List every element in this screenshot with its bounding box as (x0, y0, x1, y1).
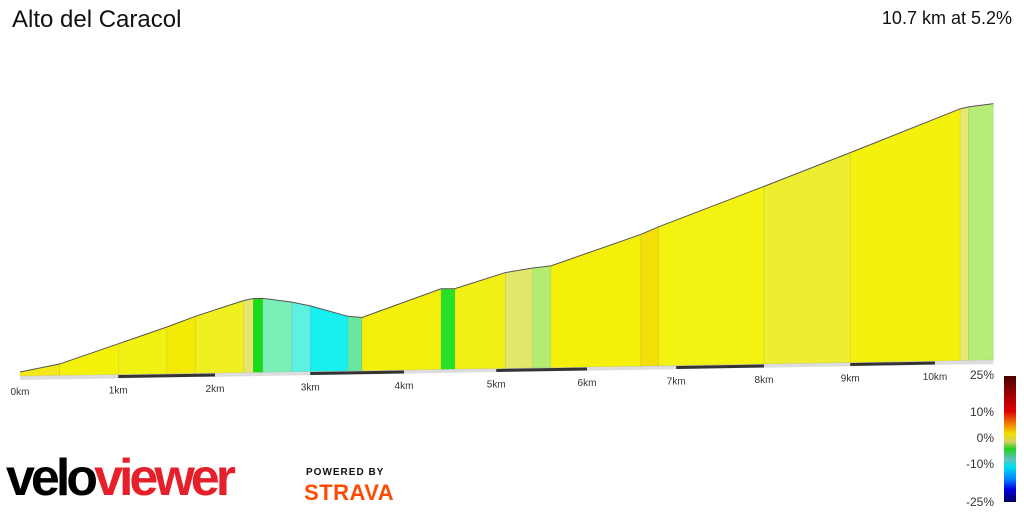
gradient-segment (505, 267, 533, 369)
x-tick-label: 0km (11, 387, 30, 398)
gradient-segment (454, 272, 506, 370)
veloviewer-logo: veloviewer (6, 449, 236, 507)
legend-label: 10% (969, 405, 994, 419)
gradient-segment (59, 343, 119, 376)
gradient-segment (959, 106, 969, 361)
x-tick-label: 2km (206, 384, 225, 395)
km-marker-bar (310, 370, 405, 375)
gradient-segment (118, 326, 168, 375)
gradient-segment (310, 305, 349, 372)
strava-logo: STRAVA (304, 480, 395, 505)
x-tick-label: 10km (923, 372, 947, 383)
gradient-segment (440, 288, 456, 370)
gradient-segment (166, 315, 197, 375)
x-tick-label: 7km (667, 377, 686, 388)
climb-summary: 10.7 km at 5.2% (881, 8, 1012, 28)
legend-label: 0% (976, 431, 994, 445)
gradient-segment (658, 185, 765, 367)
gradient-segment (532, 265, 552, 369)
x-tick-label: 1km (109, 386, 128, 397)
x-tick-label: 4km (395, 381, 414, 392)
gradient-segment (850, 108, 961, 363)
legend-label: 25% (969, 368, 994, 382)
x-tick-label: 3km (301, 383, 320, 394)
climb-title: Alto del Caracol (12, 6, 182, 33)
km-marker-bar (496, 367, 588, 372)
gradient-segment (195, 300, 244, 374)
gradient-segment (262, 298, 292, 373)
gradient-segment (253, 298, 264, 373)
gradient-segment (243, 298, 254, 373)
profile-outline (19, 103, 994, 373)
legend-label: -25% (965, 495, 994, 509)
gradient-segment (763, 152, 851, 365)
gradient-segment (291, 301, 311, 373)
km-marker-bar (118, 373, 216, 378)
km-marker-bar (676, 364, 765, 369)
km-marker-bar (850, 361, 936, 366)
x-tick-label: 6km (578, 378, 597, 389)
gradient-segment (640, 226, 659, 367)
x-tick-label: 5km (487, 380, 506, 391)
x-tick-label: 9km (841, 374, 860, 385)
gradient-segment (19, 363, 60, 377)
gradient-color-scale (1004, 376, 1016, 502)
x-tick-label: 8km (755, 375, 774, 386)
gradient-segment (361, 288, 442, 371)
gradient-segment (968, 103, 994, 361)
powered-by-label: POWERED BY (306, 467, 385, 478)
gradient-segment (347, 316, 363, 372)
legend-label: -10% (965, 457, 994, 471)
gradient-segment (550, 234, 641, 368)
